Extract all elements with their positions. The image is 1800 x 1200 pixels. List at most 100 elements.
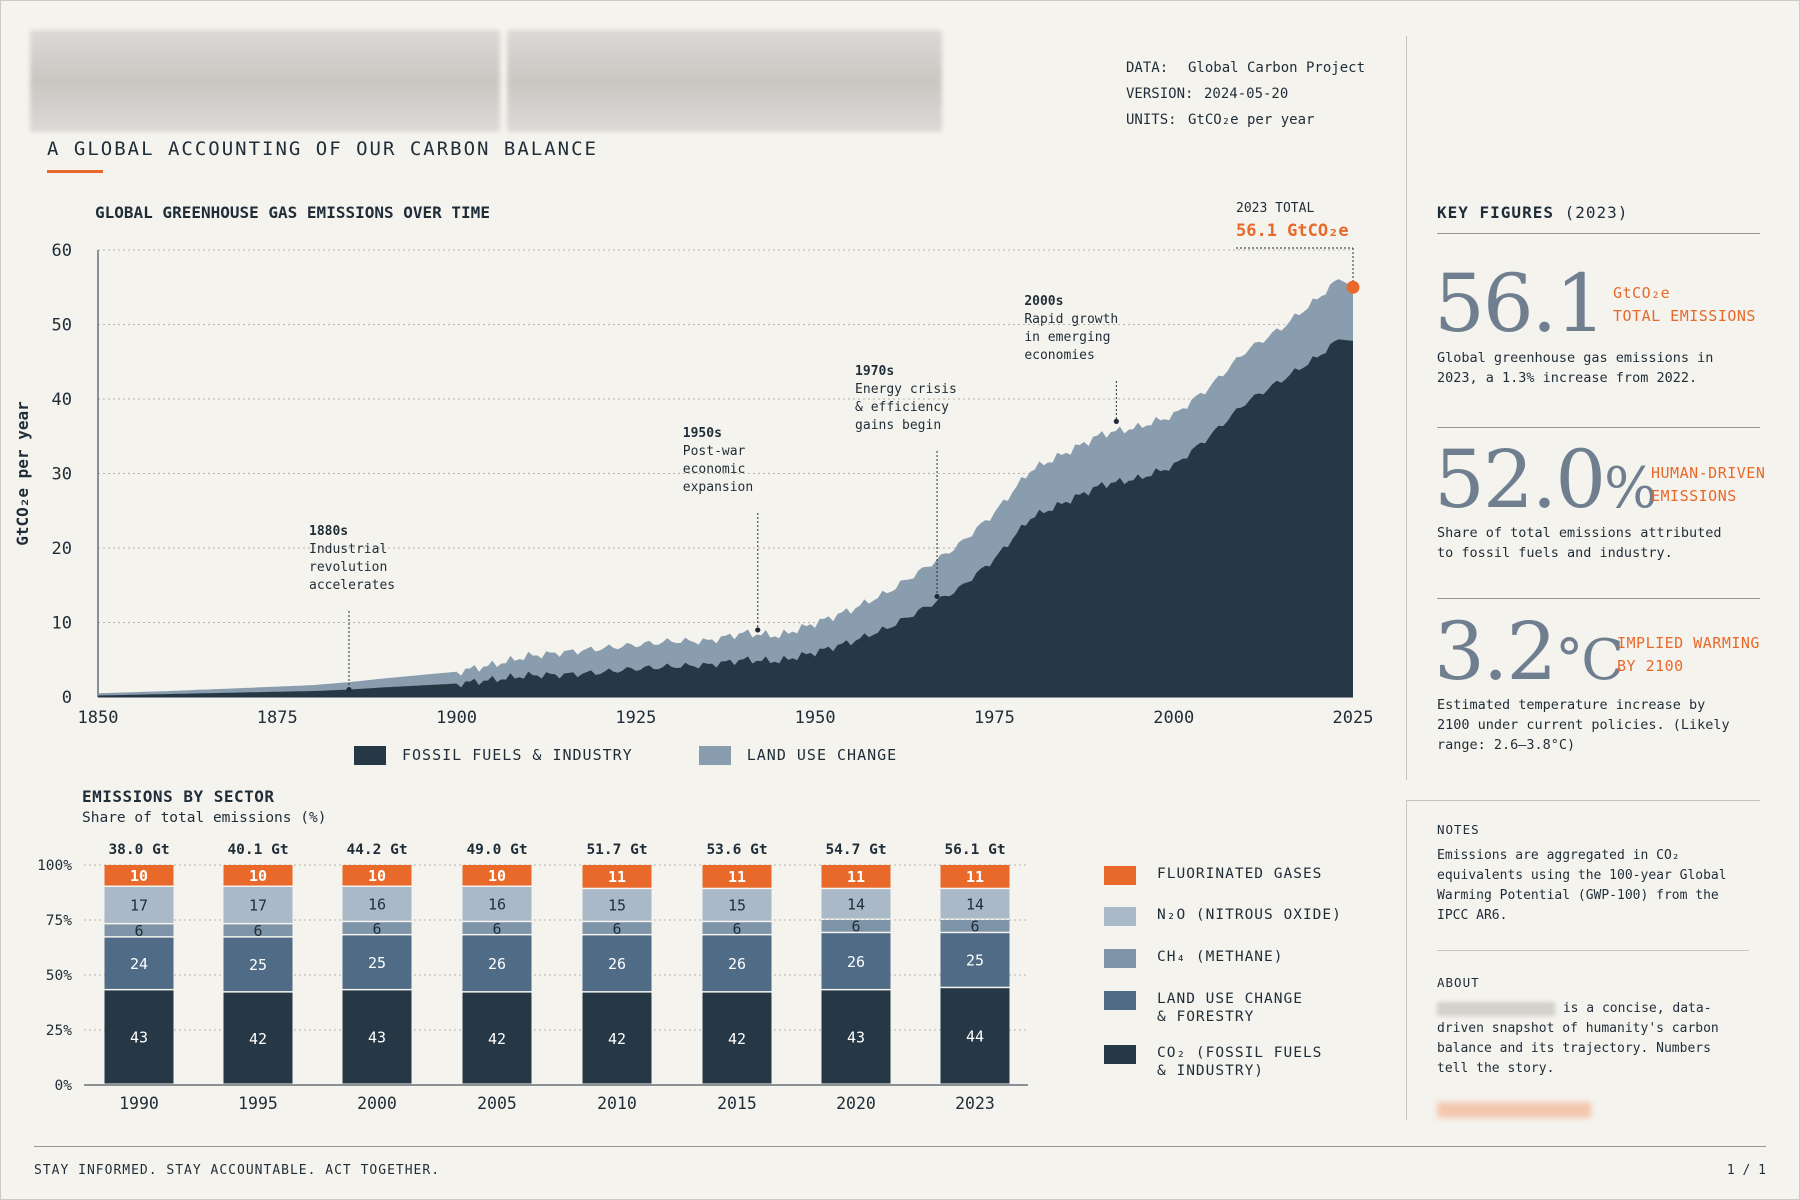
bar-total-label: 49.0 Gt [466, 842, 527, 858]
figure-total-label-1: GtCO₂e [1613, 284, 1671, 302]
key-figures-rule-3 [1437, 598, 1760, 599]
bar-category-label: 2023 [955, 1094, 995, 1113]
figure-warming-unit: °C [1555, 628, 1624, 693]
blurred-link[interactable] [1437, 1102, 1591, 1118]
bar-category-label: 1990 [119, 1094, 159, 1113]
bar-segment-label: 11 [847, 868, 865, 886]
bar-segment-label: 43 [847, 1029, 865, 1047]
key-figures-rule [1437, 233, 1760, 234]
annotation-text: expansion [683, 480, 753, 495]
key-figures-heading: KEY FIGURES (2023) [1437, 203, 1628, 222]
bar-segment-land-use [223, 937, 293, 992]
sector-bar-chart: 0% 25% 50% 75% 100% 43 24 6 17 10 38.0 Gt 1990 42 25 6… [37, 842, 1028, 1113]
bar-segment-land-use [702, 935, 772, 992]
bar-segment-label: 10 [368, 867, 386, 885]
annotation-text: economies [1024, 348, 1094, 363]
bar-segment-land-use [462, 935, 532, 992]
sector-legend-label: CH₄ (METHANE) [1157, 949, 1284, 965]
sector-chart-subtitle: Share of total emissions (%) [82, 810, 327, 826]
bar-segment-label: 6 [970, 918, 979, 936]
sector-legend-swatch [1104, 866, 1136, 885]
bar-segment-label: 6 [492, 920, 501, 938]
bar-segment-nitrous-oxide [462, 887, 532, 921]
bar-segment-label: 25 [368, 954, 386, 972]
sector-legend-swatch [1104, 949, 1136, 968]
bar-total-label: 53.6 Gt [706, 842, 767, 858]
bar-category-label: 2005 [477, 1094, 517, 1113]
bar-segment-land-use [582, 935, 652, 992]
bar-segment-label: 43 [130, 1029, 148, 1047]
bar-segment-nitrous-oxide [702, 889, 772, 921]
legend-swatch-land [698, 746, 731, 765]
legend-item-fossil: FOSSIL FUELS & INDUSTRY [354, 746, 633, 765]
bar-segment-methane [223, 924, 293, 937]
figure-total-label-2: TOTAL EMISSIONS [1613, 307, 1756, 325]
area-series-fossil-fuels [98, 339, 1353, 697]
blurred-title-block-left [30, 30, 500, 132]
bar-y-tick-label: 50% [46, 968, 72, 984]
bar-segment-co2 [940, 988, 1010, 1084]
y-axis-label: GtCO₂e per year [13, 401, 32, 546]
bar-segment-label: 11 [966, 868, 984, 886]
bar-y-tick-label: 0% [55, 1078, 73, 1094]
bar-segment-nitrous-oxide [940, 889, 1010, 919]
y-tick-label: 40 [52, 390, 72, 410]
legend-label-fossil: FOSSIL FUELS & INDUSTRY [402, 746, 633, 764]
x-tick-label: 2000 [1153, 708, 1194, 728]
y-tick-label: 0 [62, 688, 72, 708]
bar-segment-label: 42 [488, 1030, 506, 1048]
bar-total-label: 54.7 Gt [825, 842, 886, 858]
bar-segment-land-use [104, 937, 174, 989]
bar-segment-nitrous-oxide [582, 889, 652, 921]
meta-version-value: 2024-05-20 [1204, 86, 1289, 102]
blurred-brand-name [1437, 1001, 1555, 1016]
bar-segment-fluorinated [702, 865, 772, 888]
key-figures-rule-2 [1437, 427, 1760, 428]
notes-text: Emissions are aggregated in CO₂ equivale… [1437, 848, 1727, 923]
annotation-text: 1950s [683, 426, 722, 441]
bar-segment-label: 42 [608, 1030, 626, 1048]
bar-segment-fluorinated [940, 865, 1010, 888]
bar-segment-label: 6 [134, 922, 143, 940]
annotation-text: accelerates [309, 578, 395, 593]
annotation-text: & efficiency [855, 400, 949, 415]
about-heading: ABOUT [1437, 975, 1480, 990]
annotation-text: Energy crisis [855, 382, 957, 397]
bar-segment-methane [940, 920, 1010, 932]
bar-segment-label: 6 [253, 922, 262, 940]
bar-y-tick-label: 100% [37, 858, 72, 874]
figure-total-number: 56.1 [1434, 257, 1606, 350]
page-subtitle: A GLOBAL ACCOUNTING OF OUR CARBON BALANC… [47, 138, 598, 160]
figure-human-value: 52.0% [1434, 440, 1657, 529]
sector-legend-label: CO₂ (FOSSIL FUELS [1157, 1045, 1323, 1061]
bar-segment-label: 25 [966, 952, 984, 970]
bar-y-tick-label: 25% [46, 1023, 72, 1039]
y-tick-label: 50 [52, 316, 72, 336]
bar-segment-methane [104, 924, 174, 937]
bar-segment-label: 17 [130, 897, 148, 915]
bar-segment-nitrous-oxide [342, 887, 412, 921]
bar-segment-co2 [582, 992, 652, 1084]
bar-segment-label: 26 [728, 955, 746, 973]
figure-warming-desc: Estimated temperature increase by 2100 u… [1437, 697, 1730, 753]
bar-segment-fluorinated [462, 865, 532, 886]
figure-warming-label-1: IMPLIED WARMING [1617, 634, 1760, 652]
sector-legend-swatch [1104, 907, 1136, 926]
annotation-text: economic [683, 462, 746, 477]
sector-legend-label: N₂O (NITROUS OXIDE) [1157, 907, 1342, 923]
bar-segment-label: 24 [130, 955, 148, 973]
figure-human-label: HUMAN-DRIVEN EMISSIONS [1651, 462, 1765, 508]
bar-segment-label: 11 [608, 868, 626, 886]
bar-segment-label: 42 [728, 1030, 746, 1048]
bar-category-label: 2020 [836, 1094, 876, 1113]
legend-swatch-fossil [354, 746, 386, 765]
bar-total-label: 44.2 Gt [346, 842, 407, 858]
meta-units-key: UNITS: [1126, 112, 1177, 128]
bar-segment-co2 [342, 990, 412, 1084]
x-tick-label: 1975 [974, 708, 1015, 728]
bar-y-tick-label: 75% [46, 913, 72, 929]
figure-human-number: 52.0 [1434, 433, 1606, 526]
total-callout-point [1346, 280, 1360, 294]
bar-segment-methane [821, 920, 891, 932]
key-figures-year: (2023) [1564, 203, 1629, 222]
